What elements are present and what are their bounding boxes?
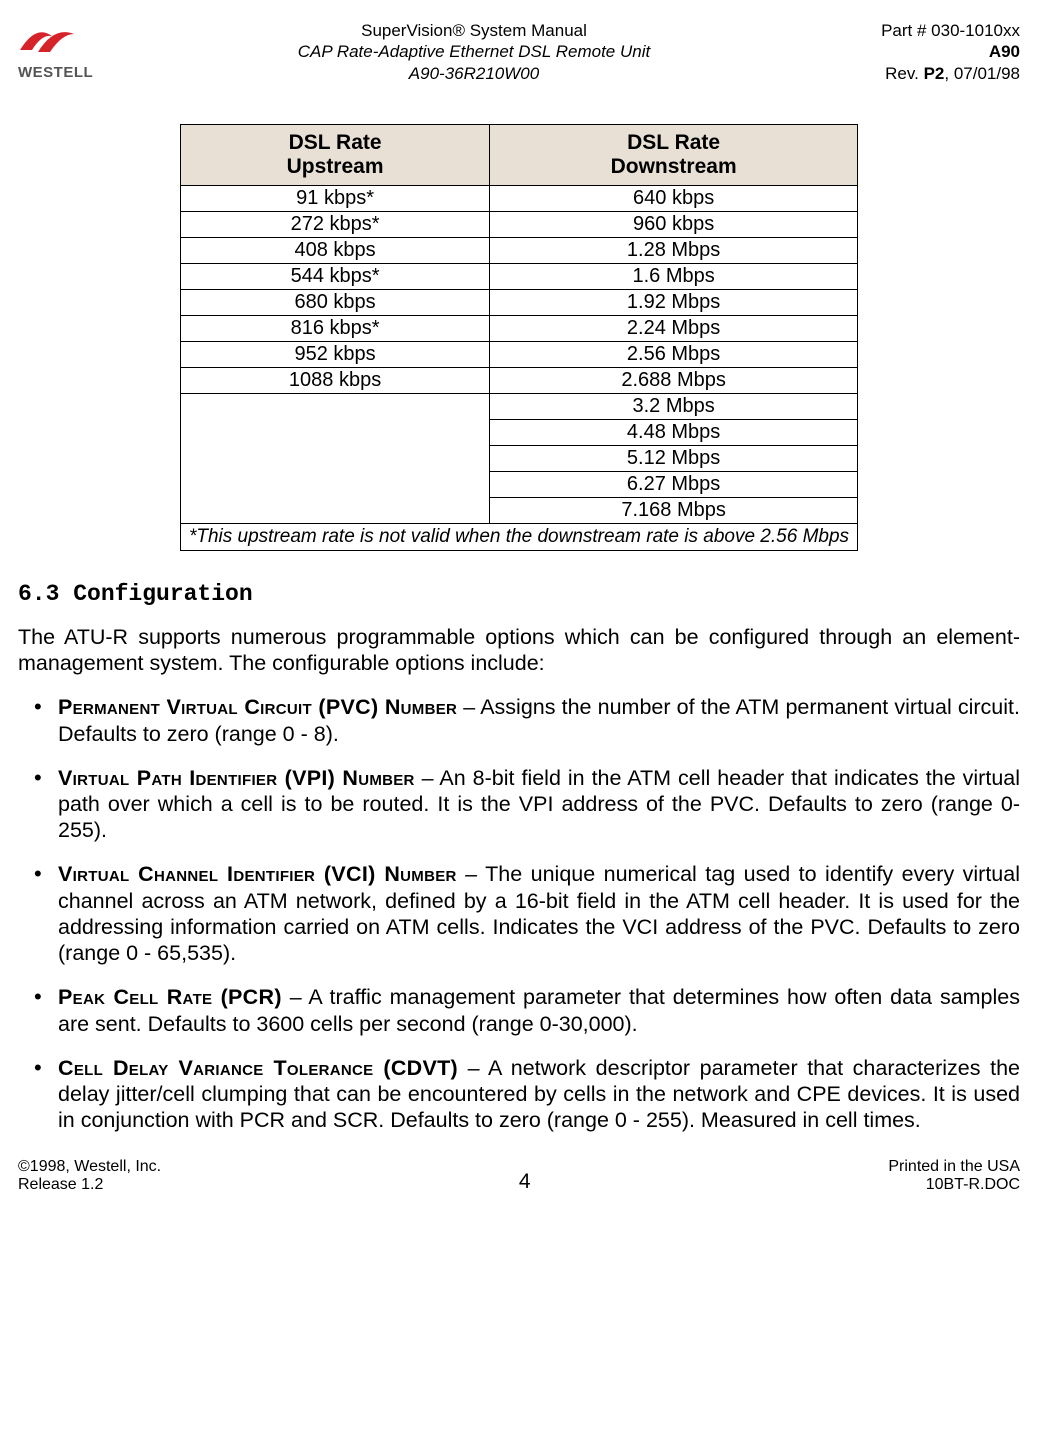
option-term: Virtual Path Identifier (VPI) Number: [58, 766, 415, 790]
downstream-cell: 640 kbps: [490, 185, 858, 211]
option-term: Virtual Channel Identifier (VCI) Number: [58, 862, 457, 886]
col-header-upstream: DSL Rate Upstream: [180, 124, 489, 185]
table-row: 544 kbps*1.6 Mbps: [180, 263, 857, 289]
option-term: Peak Cell Rate (PCR): [58, 985, 282, 1009]
downstream-cell: 7.168 Mbps: [490, 497, 858, 523]
downstream-cell: 1.28 Mbps: [490, 237, 858, 263]
list-item: Cell Delay Variance Tolerance (CDVT) – A…: [58, 1055, 1020, 1134]
upstream-cell: 544 kbps*: [180, 263, 489, 289]
downstream-cell: 4.48 Mbps: [490, 419, 858, 445]
list-item: Virtual Path Identifier (VPI) Number – A…: [58, 765, 1020, 844]
footer-right: Printed in the USA 10BT-R.DOC: [888, 1158, 1020, 1194]
westell-logo-icon: [18, 22, 78, 58]
options-list: Permanent Virtual Circuit (PVC) Number –…: [18, 694, 1020, 1133]
header-model: A90-36R210W00: [128, 63, 820, 84]
downstream-cell: 5.12 Mbps: [490, 445, 858, 471]
logo-text: WESTELL: [18, 64, 128, 81]
revision-line: Rev. P2, 07/01/98: [820, 63, 1020, 84]
table-row: 408 kbps1.28 Mbps: [180, 237, 857, 263]
downstream-cell: 1.6 Mbps: [490, 263, 858, 289]
upstream-cell: 952 kbps: [180, 341, 489, 367]
page-number: 4: [519, 1170, 531, 1194]
downstream-cell: 6.27 Mbps: [490, 471, 858, 497]
upstream-cell: 1088 kbps: [180, 367, 489, 393]
downstream-cell: 2.24 Mbps: [490, 315, 858, 341]
logo-block: WESTELL: [18, 20, 128, 81]
list-item: Permanent Virtual Circuit (PVC) Number –…: [58, 694, 1020, 746]
page-footer: ©1998, Westell, Inc. Release 1.2 4 Print…: [18, 1158, 1020, 1194]
downstream-cell: 2.56 Mbps: [490, 341, 858, 367]
header-right: Part # 030-1010xx A90 Rev. P2, 07/01/98: [820, 20, 1020, 84]
header-title: SuperVision® System Manual: [128, 20, 820, 41]
option-term: Cell Delay Variance Tolerance (CDVT): [58, 1056, 458, 1080]
downstream-cell: 3.2 Mbps: [490, 393, 858, 419]
table-row: 680 kbps1.92 Mbps: [180, 289, 857, 315]
upstream-cell: 408 kbps: [180, 237, 489, 263]
header-center: SuperVision® System Manual CAP Rate-Adap…: [128, 20, 820, 84]
model-short: A90: [820, 41, 1020, 62]
table-row: 272 kbps*960 kbps: [180, 211, 857, 237]
option-term: Permanent Virtual Circuit (PVC) Number: [58, 695, 457, 719]
upstream-cell: 272 kbps*: [180, 211, 489, 237]
list-item: Peak Cell Rate (PCR) – A traffic managem…: [58, 984, 1020, 1036]
upstream-blank-cell: [180, 393, 489, 523]
downstream-cell: 1.92 Mbps: [490, 289, 858, 315]
page-header: WESTELL SuperVision® System Manual CAP R…: [18, 20, 1020, 84]
part-number: Part # 030-1010xx: [820, 20, 1020, 41]
list-item: Virtual Channel Identifier (VCI) Number …: [58, 861, 1020, 966]
col-header-downstream: DSL Rate Downstream: [490, 124, 858, 185]
table-row: 952 kbps2.56 Mbps: [180, 341, 857, 367]
upstream-cell: 816 kbps*: [180, 315, 489, 341]
table-row: 1088 kbps2.688 Mbps: [180, 367, 857, 393]
table-row: 91 kbps*640 kbps: [180, 185, 857, 211]
upstream-cell: 680 kbps: [180, 289, 489, 315]
table-row: 3.2 Mbps: [180, 393, 857, 419]
intro-paragraph: The ATU-R supports numerous programmable…: [18, 625, 1020, 677]
upstream-cell: 91 kbps*: [180, 185, 489, 211]
table-row: 816 kbps*2.24 Mbps: [180, 315, 857, 341]
header-subtitle: CAP Rate-Adaptive Ethernet DSL Remote Un…: [128, 41, 820, 62]
section-heading: 6.3 Configuration: [18, 581, 1020, 607]
downstream-cell: 2.688 Mbps: [490, 367, 858, 393]
footer-left: ©1998, Westell, Inc. Release 1.2: [18, 1158, 161, 1194]
dsl-rate-table: DSL Rate Upstream DSL Rate Downstream 91…: [180, 124, 858, 551]
downstream-cell: 960 kbps: [490, 211, 858, 237]
table-footnote: *This upstream rate is not valid when th…: [180, 523, 857, 550]
